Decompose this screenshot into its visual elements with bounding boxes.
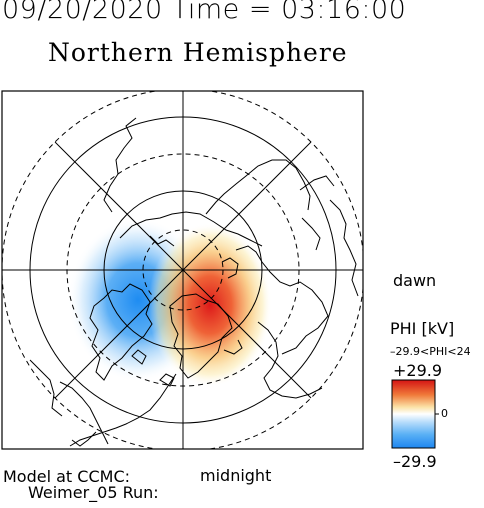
- colorbar-min-label: –29.9: [393, 452, 437, 471]
- colorbar-range: –29.9<PHI<24: [390, 345, 471, 358]
- colorbar: [391, 379, 436, 449]
- footer-model: Model at CCMC:: [3, 467, 130, 486]
- colorbar-max-label: +29.9: [393, 361, 443, 380]
- timestamp-title: 09/20/2020 Time = 03:16:00: [2, 0, 407, 25]
- coastlines: [29, 117, 359, 447]
- footer-run: Weimer_05 Run:: [28, 483, 159, 502]
- meridian-grid: [2, 91, 363, 449]
- plot-frame: [1, 90, 364, 450]
- hemisphere-title: Northern Hemisphere: [48, 38, 348, 67]
- polar-plot: [1, 90, 439, 450]
- colorbar-title: PHI [kV]: [390, 319, 455, 338]
- midnight-label: midnight: [200, 466, 272, 485]
- colorbar-mid-label: 0: [441, 407, 448, 420]
- dawn-label: dawn: [393, 271, 437, 290]
- meridian-diagonal-b: [54, 141, 312, 399]
